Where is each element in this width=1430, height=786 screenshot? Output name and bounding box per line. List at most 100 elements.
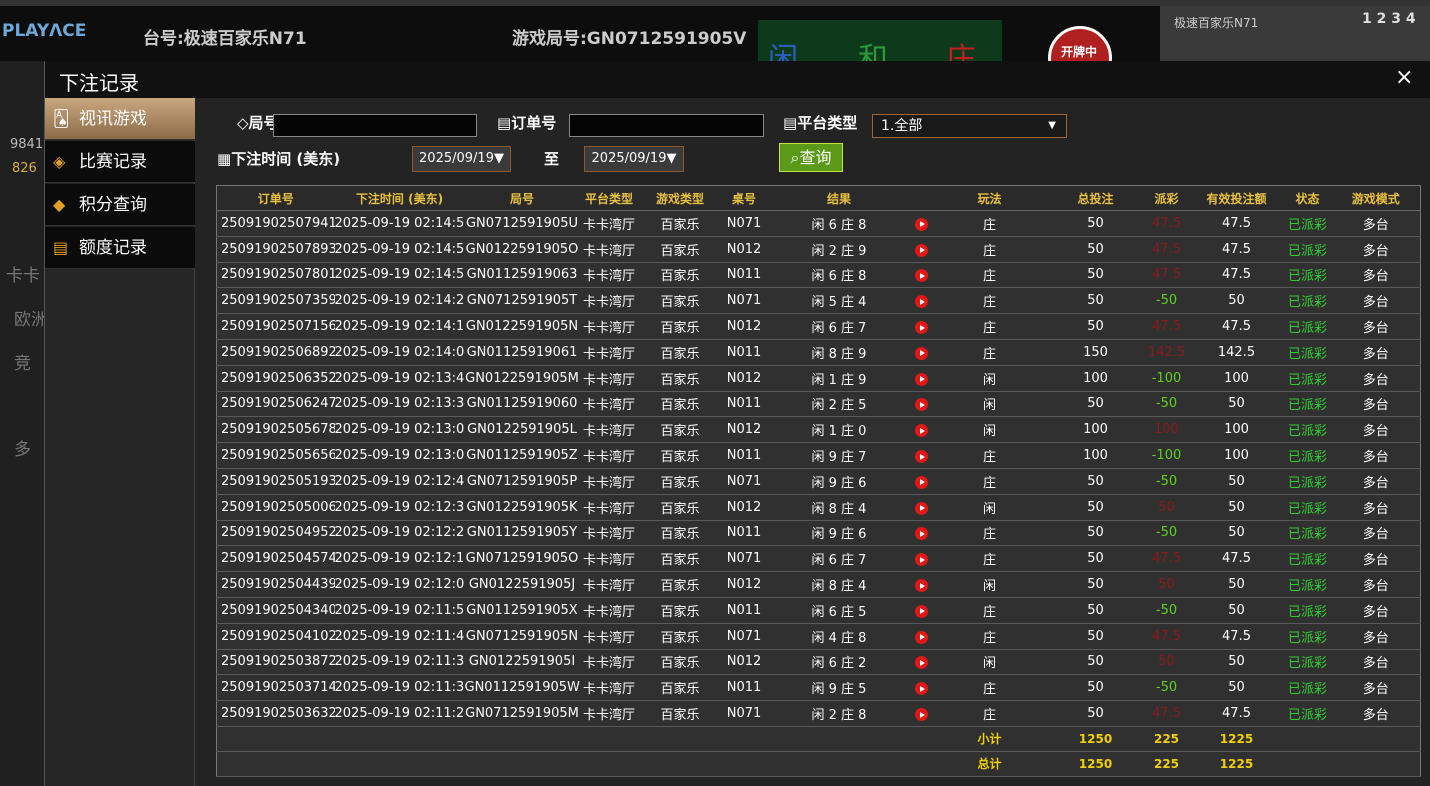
column-header: 桌号 — [721, 185, 767, 211]
replay-icon[interactable] — [915, 398, 928, 412]
order-input[interactable] — [569, 114, 764, 137]
cell: 卡卡湾厅 — [579, 236, 639, 263]
total-cell: 1225 — [1189, 726, 1284, 752]
cell: 2025-09-19 02:14:28 — [334, 287, 465, 315]
replay-icon[interactable] — [915, 295, 928, 309]
cell: -50 — [1143, 391, 1190, 418]
cell: N011 — [721, 597, 767, 624]
cell — [638, 726, 722, 752]
cell: N071 — [721, 210, 767, 237]
cell: 庄 — [931, 339, 1048, 366]
record-row: 250919025056785 2025-09-19 02:13:06 GN0122… — [216, 416, 1421, 444]
record-row: 250919025044397 2025-09-19 02:12:03 GN0122… — [216, 571, 1421, 598]
date-to[interactable]: 2025/09/19▼ — [584, 146, 684, 172]
replay-icon[interactable] — [915, 372, 928, 386]
play-cell — [911, 442, 932, 469]
column-header: 局号 — [464, 185, 580, 211]
replay-icon[interactable] — [915, 501, 928, 515]
cell: GN0712591905M — [464, 700, 580, 727]
cell: 卡卡湾厅 — [579, 545, 639, 573]
cell: 47.5 — [1143, 313, 1190, 340]
replay-icon[interactable] — [915, 269, 928, 283]
record-row: 250919025073590 2025-09-19 02:14:28 GN0712… — [216, 287, 1421, 315]
column-header: 派彩 — [1143, 185, 1190, 211]
cell: 闲 9 庄 6 — [766, 468, 912, 495]
column-header: 游戏类型 — [638, 185, 722, 211]
replay-icon[interactable] — [915, 450, 928, 464]
cell: 多台 — [1331, 365, 1421, 392]
replay-icon[interactable] — [915, 708, 928, 722]
cell: 50 — [1047, 649, 1144, 676]
cell: 2025-09-19 02:13:06 — [334, 416, 465, 444]
sidebar-icon: ◆ — [53, 195, 66, 214]
cell: 142.5 — [1189, 339, 1284, 366]
record-row: 250919025041024 2025-09-19 02:11:49 GN0712… — [216, 623, 1421, 650]
cell: GN0112591905W — [464, 674, 580, 702]
cell: 百家乐 — [638, 545, 722, 573]
replay-icon[interactable] — [915, 346, 928, 360]
total-cell: 1225 — [1189, 751, 1284, 777]
replay-icon[interactable] — [915, 321, 928, 335]
replay-icon[interactable] — [915, 682, 928, 696]
replay-icon[interactable] — [915, 553, 928, 567]
replay-icon[interactable] — [915, 475, 928, 489]
cell: 闲 — [931, 391, 1048, 418]
query-button[interactable]: ⌕查询 — [779, 143, 843, 172]
replay-icon[interactable] — [915, 579, 928, 593]
cell: 多台 — [1331, 442, 1421, 469]
cell: 2025-09-19 02:14:04 — [334, 339, 465, 366]
cell: GN0122591905K — [464, 494, 580, 521]
cell: 闲 9 庄 5 — [766, 674, 912, 702]
column-header: 状态 — [1283, 185, 1332, 211]
replay-icon[interactable] — [915, 604, 928, 618]
replay-icon[interactable] — [915, 424, 928, 438]
date-from[interactable]: 2025/09/19▼ — [412, 146, 511, 172]
cell: 已派彩 — [1283, 700, 1332, 727]
cell: 50 — [1189, 391, 1284, 418]
cell: 多台 — [1331, 674, 1421, 702]
close-button[interactable]: × — [1395, 65, 1414, 90]
replay-icon[interactable] — [915, 217, 928, 231]
cell: GN0122591905J — [464, 571, 580, 598]
cell: GN0122591905N — [464, 313, 580, 340]
cell: 卡卡湾厅 — [579, 339, 639, 366]
play-triangle — [920, 530, 925, 537]
sidebar-item[interactable]: 积分查询 ◆ — [45, 184, 195, 226]
cell: 50 — [1047, 262, 1144, 289]
sidebar-item[interactable]: 视讯游戏 🂡 — [45, 98, 195, 140]
replay-icon[interactable] — [915, 630, 928, 644]
replay-icon[interactable] — [915, 243, 928, 257]
replay-icon[interactable] — [915, 656, 928, 670]
sidebar-item[interactable]: 比赛记录 ◈ — [45, 141, 195, 183]
cell: GN0122591905L — [464, 416, 580, 444]
column-header: 游戏模式 — [1331, 185, 1421, 211]
replay-icon[interactable] — [915, 527, 928, 541]
round-input[interactable] — [273, 114, 477, 137]
cell: 百家乐 — [638, 674, 722, 702]
record-row: 250919025043404 2025-09-19 02:11:59 GN0112… — [216, 597, 1421, 624]
cell: 250919025041024 — [216, 623, 335, 650]
cell: 庄 — [931, 545, 1048, 573]
cell: 250919025073590 — [216, 287, 335, 315]
cell: 50 — [1047, 236, 1144, 263]
cell: 闲 6 庄 2 — [766, 649, 912, 676]
cell: 100 — [1189, 442, 1284, 469]
record-row: 250919025078931 2025-09-19 02:14:55 GN0122… — [216, 236, 1421, 263]
cell: 庄 — [931, 313, 1048, 340]
cell: N011 — [721, 442, 767, 469]
cell: GN0712591905O — [464, 545, 580, 573]
cell: 庄 — [931, 210, 1048, 237]
cell: N012 — [721, 313, 767, 340]
cell: 50 — [1189, 674, 1284, 702]
cell: 50 — [1047, 623, 1144, 650]
side-label: 欧洲 — [14, 310, 48, 330]
sidebar: 视讯游戏 🂡 比赛记录 ◈ 积分查询 ◆ 额度记录 ▤ — [45, 98, 195, 786]
sidebar-item[interactable]: 额度记录 ▤ — [45, 227, 195, 269]
cell: 250919025056568 — [216, 442, 335, 469]
play-triangle — [920, 247, 925, 254]
cell: 庄 — [931, 674, 1048, 702]
cell: 庄 — [931, 623, 1048, 650]
cell: 已派彩 — [1283, 287, 1332, 315]
cell — [1283, 726, 1332, 752]
platform-select[interactable]: 1.全部 ▼ — [872, 114, 1067, 138]
